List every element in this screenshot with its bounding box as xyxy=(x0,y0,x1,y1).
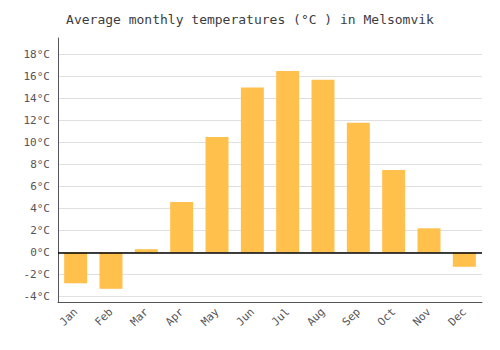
svg-text:6°C: 6°C xyxy=(30,180,50,193)
svg-text:10°C: 10°C xyxy=(24,136,51,149)
svg-text:18°C: 18°C xyxy=(24,48,51,61)
svg-text:Mar: Mar xyxy=(128,305,151,328)
svg-text:Sep: Sep xyxy=(340,305,363,328)
svg-text:0°C: 0°C xyxy=(30,246,50,259)
svg-text:16°C: 16°C xyxy=(24,70,51,83)
svg-text:Feb: Feb xyxy=(92,305,115,328)
svg-text:Average monthly temperatures (: Average monthly temperatures (°C ) in Me… xyxy=(66,12,434,27)
svg-text:Oct: Oct xyxy=(375,305,398,328)
svg-text:14°C: 14°C xyxy=(24,92,51,105)
svg-text:Aug: Aug xyxy=(304,305,327,328)
svg-text:12°C: 12°C xyxy=(24,114,51,127)
svg-text:8°C: 8°C xyxy=(30,158,50,171)
svg-text:-4°C: -4°C xyxy=(24,290,51,303)
svg-text:Dec: Dec xyxy=(446,305,469,328)
svg-text:May: May xyxy=(198,305,221,328)
svg-text:Apr: Apr xyxy=(163,305,186,328)
svg-text:Nov: Nov xyxy=(410,305,433,328)
svg-text:Jul: Jul xyxy=(269,305,292,328)
svg-text:-2°C: -2°C xyxy=(24,268,51,281)
svg-text:4°C: 4°C xyxy=(30,202,50,215)
svg-text:Jan: Jan xyxy=(57,305,80,328)
svg-text:2°C: 2°C xyxy=(30,224,50,237)
svg-text:Jun: Jun xyxy=(234,305,257,328)
